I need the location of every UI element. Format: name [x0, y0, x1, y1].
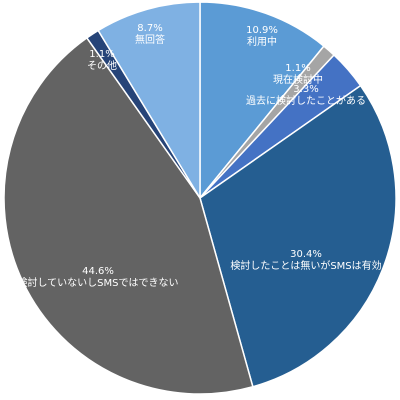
- pie-slice-5: [3, 37, 254, 395]
- slice-label-2: 1.1%現在検討中: [273, 63, 323, 86]
- slice-category-label: 検討したことは無いがSMSは有効: [230, 259, 381, 272]
- slice-value-label: 1.1%: [285, 63, 310, 74]
- slice-label-1: 10.9%利用中: [246, 25, 278, 48]
- slice-label-6: 1.1%その他: [87, 49, 117, 72]
- slice-value-label: 44.6%: [82, 266, 114, 277]
- slice-category-label: 検討していないしSMSではできない: [17, 276, 178, 289]
- slice-label-4: 30.4%検討したことは無いがSMSは有効: [230, 249, 381, 272]
- slice-value-label: 8.7%: [137, 23, 162, 34]
- slice-label-3: 3.3%過去に検討したことがある: [246, 84, 366, 107]
- slice-value-label: 10.9%: [246, 25, 278, 36]
- pie-slice-7: [97, 1, 201, 199]
- slice-label-7: 8.7%無回答: [135, 23, 165, 46]
- slice-category-label: その他: [87, 59, 117, 72]
- slice-value-label: 1.1%: [89, 49, 114, 60]
- slice-category-label: 無回答: [135, 33, 165, 46]
- slice-value-label: 3.3%: [293, 84, 318, 95]
- slice-value-label: 30.4%: [290, 249, 322, 260]
- slice-category-label: 現在検討中: [273, 73, 323, 86]
- slice-category-label: 過去に検討したことがある: [246, 94, 366, 107]
- pie-slice-4: [199, 84, 397, 388]
- pie-slice-1: [199, 1, 325, 199]
- slice-category-label: 利用中: [247, 35, 277, 48]
- slice-label-5: 44.6%検討していないしSMSではできない: [17, 266, 178, 289]
